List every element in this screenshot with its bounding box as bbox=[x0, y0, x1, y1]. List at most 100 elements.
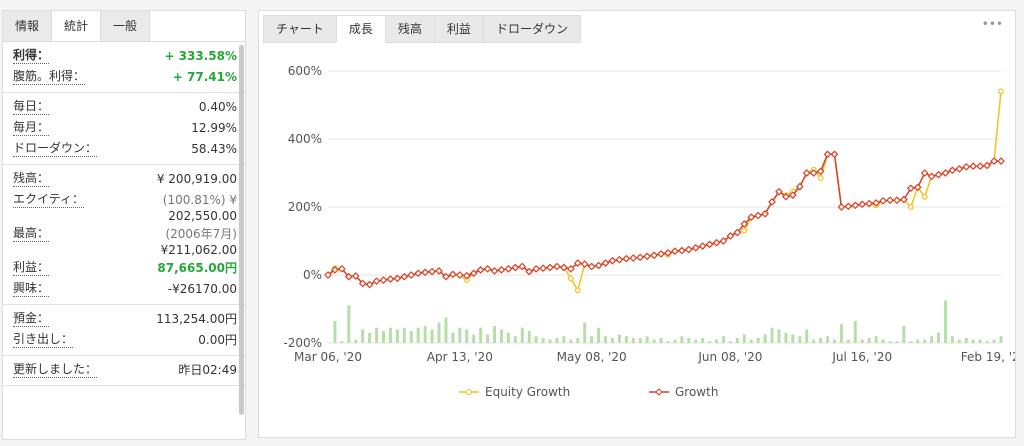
volume-bar bbox=[382, 331, 386, 343]
stat-value-box: 12.99% bbox=[191, 120, 237, 136]
volume-bar bbox=[694, 339, 698, 343]
volume-bar bbox=[569, 339, 573, 343]
scrollbar[interactable] bbox=[239, 45, 244, 415]
stat-value-box: (100.81%) ¥ 202,550.00 bbox=[163, 192, 237, 224]
volume-bar bbox=[416, 327, 420, 343]
volume-bar bbox=[867, 337, 871, 343]
volume-bar bbox=[860, 339, 864, 343]
point bbox=[927, 172, 936, 181]
volume-bar bbox=[742, 334, 746, 343]
point bbox=[372, 277, 381, 285]
volume-bar bbox=[548, 339, 552, 343]
tab[interactable]: チャート bbox=[263, 15, 337, 43]
point bbox=[948, 166, 957, 175]
point bbox=[906, 184, 915, 193]
volume-bar bbox=[708, 341, 712, 343]
point bbox=[893, 196, 901, 205]
volume-bar bbox=[784, 332, 788, 343]
stat-label: ドローダウン： bbox=[13, 141, 98, 157]
volume-bar bbox=[701, 337, 705, 343]
volume-bar bbox=[943, 300, 947, 343]
tab[interactable]: 統計 bbox=[52, 11, 102, 41]
volume-bar bbox=[777, 329, 781, 343]
stat-row: 更新しました： 昨日02:49 bbox=[13, 360, 237, 381]
point bbox=[511, 263, 520, 272]
point bbox=[712, 238, 721, 247]
point bbox=[539, 264, 547, 273]
point bbox=[393, 274, 402, 283]
x-tick-label: Apr 13, '20 bbox=[427, 350, 493, 364]
x-tick-label: May 08, '20 bbox=[557, 350, 627, 364]
volume-bar bbox=[978, 339, 982, 343]
point bbox=[858, 200, 867, 209]
volume-bar bbox=[631, 337, 635, 343]
volume-bar bbox=[874, 336, 878, 343]
volume-bar bbox=[388, 327, 392, 343]
tab[interactable]: 成長 bbox=[335, 15, 386, 43]
point bbox=[976, 162, 985, 171]
point bbox=[601, 259, 610, 267]
point bbox=[782, 192, 790, 201]
menu[interactable]: ••• bbox=[981, 17, 1003, 31]
stat-value-box: 昨日02:49 bbox=[178, 362, 237, 378]
point bbox=[442, 272, 450, 281]
stat-label: 預金： bbox=[13, 311, 50, 327]
point bbox=[407, 271, 416, 279]
point bbox=[879, 197, 887, 205]
point bbox=[518, 262, 527, 271]
stat-label: 毎月： bbox=[13, 120, 50, 136]
volume-bar bbox=[957, 339, 961, 343]
volume-bar bbox=[853, 320, 857, 343]
stat-row: 利得： + 333.58% bbox=[13, 46, 237, 67]
point bbox=[351, 272, 360, 280]
point bbox=[886, 196, 894, 205]
tab[interactable]: 情報 bbox=[3, 11, 53, 41]
stat-value: 202,550.00 bbox=[168, 209, 237, 223]
volume-bar bbox=[604, 336, 608, 343]
volume-bar bbox=[950, 336, 954, 343]
volume-bar bbox=[513, 336, 517, 343]
point bbox=[587, 262, 596, 271]
x-tick-label: Jun 08, '20 bbox=[697, 350, 762, 364]
point bbox=[455, 271, 464, 279]
volume-bar bbox=[687, 337, 691, 343]
stat-value: 0.40% bbox=[198, 100, 237, 114]
chart-panel: チャート 成長 残高 利益 ドローダウン ••• -200% 0% 200% 400% 600%… bbox=[258, 10, 1016, 438]
volume-bar bbox=[520, 327, 524, 343]
volume-bar bbox=[361, 329, 365, 343]
stat-label: 引き出し： bbox=[13, 332, 74, 348]
volume-bar bbox=[638, 337, 642, 343]
volume-bar bbox=[791, 334, 795, 343]
volume-bar bbox=[465, 329, 469, 343]
section: 残高： ¥ 200,919.00 エクイティ： (100.81%) ¥ 202,550.… bbox=[3, 165, 245, 305]
volume-bar bbox=[985, 341, 989, 343]
stat-value: + 77.41% bbox=[172, 70, 237, 84]
volume-bar bbox=[756, 337, 760, 343]
point bbox=[802, 169, 811, 177]
point bbox=[844, 202, 853, 211]
point bbox=[934, 170, 943, 179]
stat-label: エクイティ： bbox=[13, 192, 85, 208]
volume-bar bbox=[763, 334, 767, 343]
y-tick-label: 0% bbox=[303, 268, 322, 282]
tab[interactable]: 一般 bbox=[101, 11, 151, 41]
stat-row: エクイティ： (100.81%) ¥ 202,550.00 bbox=[13, 190, 237, 224]
point bbox=[983, 161, 991, 170]
point bbox=[622, 254, 631, 263]
point bbox=[747, 213, 756, 222]
x-tick-label: Jul 16, '20 bbox=[831, 350, 892, 364]
tab[interactable]: ドローダウン bbox=[482, 15, 581, 43]
stat-value-box: 58.43% bbox=[191, 141, 237, 157]
tab[interactable]: 残高 bbox=[384, 15, 435, 43]
point bbox=[830, 150, 839, 159]
point bbox=[490, 267, 499, 275]
point bbox=[962, 163, 971, 171]
point bbox=[344, 272, 353, 281]
point bbox=[913, 183, 922, 192]
stat-label: 腹筋。利得： bbox=[13, 69, 86, 85]
tabs: 情報 統計 一般 bbox=[3, 11, 245, 42]
stat-row: ドローダウン： 58.43% bbox=[13, 139, 237, 160]
point bbox=[990, 157, 998, 165]
volume-bar bbox=[409, 331, 413, 343]
point bbox=[379, 276, 388, 284]
